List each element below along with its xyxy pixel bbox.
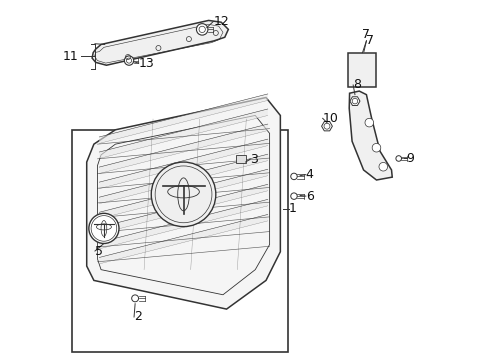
Text: 9: 9 xyxy=(406,152,414,165)
Polygon shape xyxy=(99,199,267,249)
Circle shape xyxy=(151,162,215,226)
Polygon shape xyxy=(99,94,267,143)
Circle shape xyxy=(124,56,133,65)
Text: 1: 1 xyxy=(288,202,296,215)
Polygon shape xyxy=(99,169,267,219)
Polygon shape xyxy=(99,124,267,174)
Text: 5: 5 xyxy=(95,244,103,257)
Text: 11: 11 xyxy=(63,50,79,63)
Bar xyxy=(72,130,287,352)
Text: 12: 12 xyxy=(213,15,228,28)
Polygon shape xyxy=(321,122,332,131)
Circle shape xyxy=(238,156,244,161)
Text: 2: 2 xyxy=(134,310,142,324)
Text: 3: 3 xyxy=(250,153,258,166)
Circle shape xyxy=(290,173,297,180)
Text: 7: 7 xyxy=(362,28,370,41)
Circle shape xyxy=(371,143,380,152)
Text: 10: 10 xyxy=(322,112,338,125)
Polygon shape xyxy=(86,98,280,309)
Circle shape xyxy=(290,193,297,199)
Circle shape xyxy=(378,162,387,171)
Polygon shape xyxy=(99,109,267,158)
Circle shape xyxy=(89,213,119,243)
Text: 13: 13 xyxy=(139,57,154,69)
Circle shape xyxy=(364,118,373,127)
Polygon shape xyxy=(349,97,359,105)
Polygon shape xyxy=(92,21,228,65)
Polygon shape xyxy=(99,184,267,234)
FancyBboxPatch shape xyxy=(236,154,246,163)
Polygon shape xyxy=(99,215,267,264)
Bar xyxy=(348,53,376,87)
Text: 6: 6 xyxy=(305,190,313,203)
Circle shape xyxy=(395,156,401,161)
Text: 7: 7 xyxy=(366,34,374,48)
Text: 8: 8 xyxy=(352,78,361,91)
Circle shape xyxy=(131,295,138,302)
Circle shape xyxy=(196,24,207,35)
Text: 4: 4 xyxy=(305,168,313,181)
Polygon shape xyxy=(99,139,267,189)
Polygon shape xyxy=(348,91,391,180)
Polygon shape xyxy=(99,154,267,204)
